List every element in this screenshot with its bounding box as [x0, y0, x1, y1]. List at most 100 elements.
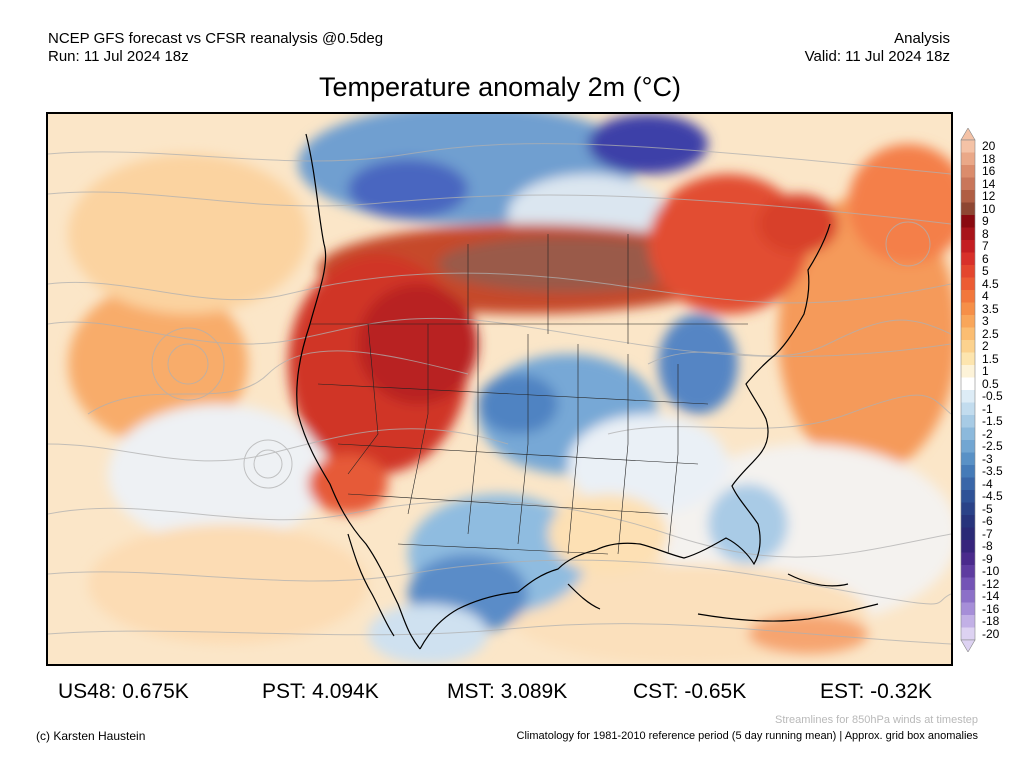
colorbar-swatch	[961, 552, 975, 566]
colorbar-swatch	[961, 177, 975, 191]
colorbar-swatch	[961, 627, 975, 641]
stat-cst: CST: -0.65K	[633, 680, 747, 703]
colorbar-tick-label: 1	[982, 364, 989, 379]
colorbar-tick-label: 18	[982, 151, 996, 166]
colorbar-tick-label: 16	[982, 164, 996, 179]
colorbar	[960, 128, 976, 652]
wind-streamlines	[48, 143, 951, 645]
colorbar-tick-label: -10	[982, 564, 1000, 579]
colorbar-tick-label: -8	[982, 539, 993, 554]
colorbar-swatch	[961, 377, 975, 391]
colorbar-swatch	[961, 252, 975, 266]
stat-est: EST: -0.32K	[820, 680, 933, 703]
colorbar-swatch	[961, 227, 975, 241]
colorbar-swatch	[961, 502, 975, 516]
colorbar-tick-label: -5	[982, 501, 993, 516]
colorbar-tick-label: 10	[982, 201, 996, 216]
climatology-note: Climatology for 1981-2010 reference peri…	[516, 730, 978, 742]
colorbar-tick-label: 5	[982, 264, 989, 279]
colorbar-swatch	[961, 340, 975, 353]
colorbar-tick-label: 4.5	[982, 276, 999, 291]
colorbar-swatch	[961, 140, 975, 153]
colorbar-max-arrow	[960, 128, 976, 141]
colorbar-tick-label: -3	[982, 451, 993, 466]
colorbar-swatch	[961, 365, 975, 378]
colorbar-tick-label: -1.5	[982, 414, 1003, 429]
colorbar-swatch	[961, 277, 975, 291]
colorbar-tick-label: -12	[982, 576, 1000, 591]
colorbar-swatch	[961, 615, 975, 628]
political-borders	[310, 234, 748, 555]
anomaly-map-graphic	[48, 114, 951, 664]
colorbar-tick-label: -3.5	[982, 464, 1003, 479]
colorbar-swatch	[961, 202, 975, 216]
colorbar-tick-label: -4	[982, 476, 993, 491]
colorbar-swatch	[961, 577, 975, 591]
colorbar-tick-label: 7	[982, 239, 989, 254]
colorbar-tick-label: 2	[982, 339, 989, 354]
colorbar-swatch	[961, 327, 975, 341]
colorbar-tick-label: 20	[982, 139, 996, 154]
colorbar-swatch	[961, 315, 975, 328]
run-time: Run: 11 Jul 2024 18z	[48, 48, 189, 65]
colorbar-tick-label: -2.5	[982, 439, 1003, 454]
valid-time: Valid: 11 Jul 2024 18z	[804, 48, 950, 65]
colorbar-tick-label: -6	[982, 514, 993, 529]
colorbar-swatch	[961, 490, 975, 503]
colorbar-tick-label: -4.5	[982, 489, 1003, 504]
colorbar-tick-label: -7	[982, 526, 993, 541]
colorbar-min-arrow	[960, 639, 976, 652]
colorbar-tick-label: 3	[982, 314, 989, 329]
colorbar-swatch	[961, 590, 975, 603]
colorbar-swatch	[961, 415, 975, 428]
analysis-label: Analysis	[894, 30, 950, 47]
colorbar-swatch	[961, 427, 975, 441]
colorbar-swatch	[961, 390, 975, 403]
map-title: Temperature anomaly 2m (°C)	[319, 72, 681, 102]
colorbar-swatch	[961, 515, 975, 528]
colorbar-swatch	[961, 565, 975, 578]
colorbar-tick-label: -0.5	[982, 389, 1003, 404]
colorbar-swatch	[961, 465, 975, 478]
colorbar-swatch	[961, 402, 975, 416]
colorbar-swatch	[961, 440, 975, 453]
colorbar-swatch	[961, 302, 975, 316]
streamlines-note: Streamlines for 850hPa winds at timestep	[775, 714, 978, 726]
colorbar-swatch	[961, 540, 975, 553]
stat-us48: US48: 0.675K	[58, 680, 189, 703]
colorbar-swatch	[961, 240, 975, 253]
colorbar-tick-label: 8	[982, 226, 989, 241]
colorbar-swatch	[961, 477, 975, 491]
colorbar-swatch	[961, 190, 975, 203]
coastlines	[296, 133, 879, 650]
colorbar-swatch	[961, 527, 975, 541]
header-left: NCEP GFS forecast vs CFSR reanalysis @0.…	[48, 30, 383, 66]
colorbar-tick-label: -14	[982, 589, 1000, 604]
credit: (c) Karsten Haustein	[36, 729, 146, 743]
anomaly-map	[46, 112, 953, 666]
colorbar-swatch	[961, 602, 975, 616]
colorbar-tick-label: 9	[982, 214, 989, 229]
colorbar-tick-label: 12	[982, 189, 996, 204]
colorbar-tick-label: 1.5	[982, 351, 999, 366]
colorbar-tick-label: -16	[982, 601, 1000, 616]
colorbar-swatch	[961, 452, 975, 466]
colorbar-swatch	[961, 290, 975, 303]
stat-mst: MST: 3.089K	[447, 680, 568, 703]
colorbar-tick-label: 6	[982, 251, 989, 266]
colorbar-tick-label: 14	[982, 176, 996, 191]
colorbar-tick-label: 2.5	[982, 326, 999, 341]
colorbar-tick-label: 4	[982, 289, 989, 304]
colorbar-tick-label: -18	[982, 614, 1000, 629]
colorbar-tick-label: -9	[982, 551, 993, 566]
colorbar-swatch	[961, 265, 975, 278]
colorbar-tick-label: -20	[982, 626, 1000, 641]
colorbar-swatch	[961, 152, 975, 166]
colorbar-tick-label: 0.5	[982, 376, 999, 391]
colorbar-swatch	[961, 165, 975, 178]
regional-stats: US48: 0.675K PST: 4.094K MST: 3.089K CST…	[0, 680, 1024, 706]
colorbar-swatch	[961, 215, 975, 228]
colorbar-tick-label: -1	[982, 401, 993, 416]
colorbar-tick-label: 3.5	[982, 301, 999, 316]
header-right: Analysis Valid: 11 Jul 2024 18z	[805, 30, 950, 66]
